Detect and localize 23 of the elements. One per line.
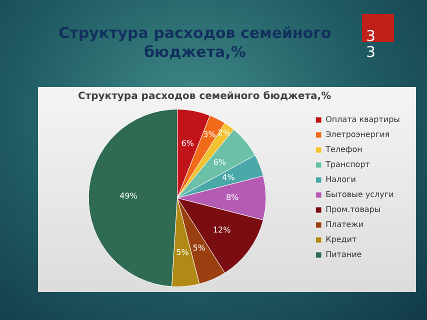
legend-label: Платежи bbox=[326, 220, 364, 230]
legend-label: Элетроэнергия bbox=[326, 130, 390, 140]
legend-label: Питание bbox=[326, 250, 362, 260]
data-label: 12% bbox=[212, 225, 232, 234]
data-label: 4% bbox=[222, 172, 236, 182]
data-label: 6% bbox=[181, 139, 194, 148]
data-label: 5% bbox=[192, 244, 206, 253]
legend-label: Бытовые услуги bbox=[326, 190, 394, 200]
data-label: 2% bbox=[218, 128, 231, 138]
chart-title: Структура расходов семейного бюджета,% bbox=[58, 24, 332, 62]
data-label: 5% bbox=[176, 248, 190, 257]
data-label: 8% bbox=[226, 193, 240, 202]
legend-label: Телефон bbox=[324, 145, 362, 154]
data-label: 49% bbox=[120, 192, 138, 201]
legend-label: Кредит bbox=[326, 235, 357, 244]
text: 33 bbox=[366, 27, 376, 61]
chart-subtitle: Структура расходов семейного бюджета,% bbox=[78, 91, 332, 102]
legend-label: Транспорт bbox=[324, 160, 370, 170]
legend-label: Налоги bbox=[326, 175, 356, 184]
data-label: 6% bbox=[213, 158, 226, 168]
data-label: 3% bbox=[203, 130, 216, 139]
legend-label: Оплата квартиры bbox=[326, 115, 400, 124]
legend-label: Пром.товары bbox=[326, 205, 381, 214]
